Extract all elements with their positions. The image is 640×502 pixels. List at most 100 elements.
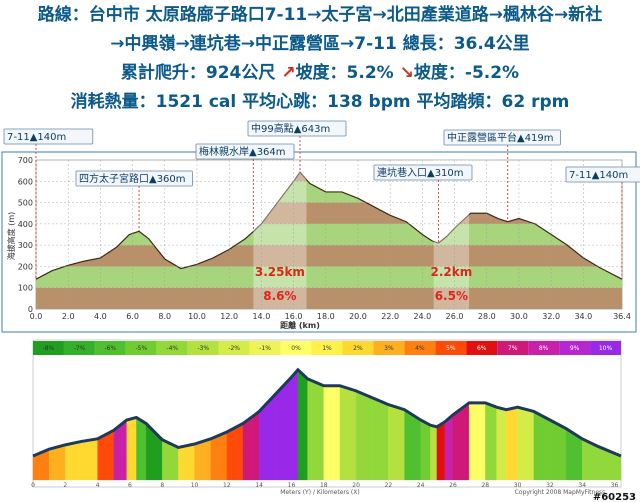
legend-label: 1%	[322, 345, 332, 352]
grade-slice	[136, 417, 147, 481]
x-axis-ticks: 0.0 2.0 4.0 6.0 8.0 10.0 12.0 14.0 16.0 18.0 20.0 2…	[30, 160, 631, 321]
x-tick-label: 16.0	[285, 312, 303, 321]
bottom-x-tick: 26	[449, 482, 457, 489]
legend-swatch	[218, 341, 250, 355]
segment-grade: 8.6%	[263, 289, 296, 303]
legend-label: -4%	[166, 345, 178, 352]
legend-swatch	[249, 341, 281, 355]
legend-label: 7%	[508, 345, 518, 352]
legend-label: -8%	[43, 345, 55, 352]
x-axis-label: 距離 (km)	[280, 320, 320, 330]
bottom-x-tick: 32	[546, 482, 554, 489]
annotation-label: 連坑巷入口▲310m	[377, 166, 464, 179]
grade-profile	[32, 367, 622, 481]
bottom-x-tick: 22	[385, 482, 393, 489]
segment-distance: 3.25km	[255, 265, 305, 279]
elevation-band	[36, 245, 622, 267]
grade-slice	[297, 369, 308, 481]
grade-slice	[307, 378, 324, 481]
legend-swatch	[187, 341, 219, 355]
annotation-label: 中99高點▲643m	[251, 122, 330, 135]
grade-slice	[65, 441, 82, 481]
bottom-x-tick: 0	[31, 482, 35, 489]
x-tick-label: 10.0	[188, 312, 206, 321]
legend-swatch	[156, 341, 188, 355]
legend-swatch	[497, 341, 529, 355]
legend-swatch	[528, 341, 560, 355]
legend-label: -3%	[197, 345, 209, 352]
up-arrow-icon: ↗	[281, 63, 296, 83]
legend-swatch	[33, 341, 64, 355]
y-axis-label: 海拔高度 (m)	[6, 212, 16, 261]
grade-slice	[178, 443, 195, 481]
route-title-2: →中興嶺→連坑巷→中正露營區→7-11 總長：36.4公里	[0, 33, 640, 55]
legend-label: 10%	[599, 345, 613, 352]
legend-label: 6%	[477, 345, 487, 352]
grade-slice	[126, 417, 137, 481]
grade-slice	[194, 438, 211, 481]
annotation-label: 7-11▲140m	[7, 132, 66, 143]
annotation-box	[565, 166, 640, 183]
bottom-x-tick: 12	[223, 482, 231, 489]
grade-slice	[430, 424, 437, 481]
grade-slice	[517, 406, 534, 481]
y-tick-label: 100	[18, 284, 33, 293]
grade-slice	[404, 409, 421, 481]
bottom-x-tick: 4	[96, 482, 100, 489]
legend-swatch	[435, 341, 467, 355]
legend-label: 2%	[353, 345, 363, 352]
waypoint-annotations: 7-11▲140m 四方太子宮路口▲360m 梅林親水岸▲364m 中99高點▲643…	[3, 120, 640, 280]
legend-label: 5%	[446, 345, 456, 352]
bottom-x-tick: 20	[352, 482, 360, 489]
segment-distance: 2.2km	[430, 265, 472, 279]
legend-label: 3%	[384, 345, 394, 352]
down-arrow-icon: ↘	[399, 63, 414, 83]
legend-swatch	[590, 341, 621, 355]
highlight-segments	[253, 160, 470, 309]
x-tick-label: 24.0	[413, 312, 431, 321]
annotation-label: 梅林親水岸▲364m	[199, 145, 286, 158]
bottom-x-ticks: 0 2 4 6 8 10 12 14 16 18 20 22 24 26 28 30 32 34 36	[31, 482, 618, 489]
legend-label: -1%	[259, 345, 271, 352]
legend-swatch	[125, 341, 157, 355]
bottom-x-tick: 8	[160, 482, 164, 489]
x-tick-label: 2.0	[62, 312, 75, 321]
climb-stats: 累計爬升：924公尺 ↗坡度：5.2% ↘坡度：-5.2%	[0, 62, 640, 84]
up-grade-label: 坡度：5.2%	[295, 63, 394, 83]
bottom-x-tick: 10	[191, 482, 199, 489]
annotation-box	[443, 129, 561, 146]
legend-swatch	[280, 341, 312, 355]
annotation-box	[373, 164, 473, 181]
x-tick-label: 8.0	[158, 312, 171, 321]
grade-slice	[506, 406, 518, 481]
climb-label: 累計爬升：924公尺	[120, 63, 276, 83]
bottom-x-tick: 24	[417, 482, 425, 489]
x-tick-label: 30.0	[510, 312, 528, 321]
annotation-box	[195, 143, 295, 160]
route-text: 路線：台中市 太原路廍子路口7-11→太子宮→北田產業道路→楓林谷→新社	[37, 5, 603, 25]
grade-slice	[355, 390, 373, 481]
x-tick-label: 14.0	[252, 312, 270, 321]
y-tick-label: 500	[18, 199, 33, 208]
x-tick-label: 22.0	[381, 312, 399, 321]
bottom-x-tick: 16	[288, 482, 296, 489]
legend-swatch	[404, 341, 436, 355]
legend-label: -6%	[105, 345, 117, 352]
bottom-x-tick: 36	[611, 482, 619, 489]
x-tick-label: 0.0	[30, 312, 43, 321]
legend-label: -2%	[228, 345, 240, 352]
y-tick-label: 600	[18, 177, 33, 186]
ride-stats: 消耗熱量：1521 cal 平均心跳：138 bpm 平均踏頻：62 rpm	[0, 91, 640, 113]
y-tick-label: 400	[18, 220, 33, 229]
x-tick-label: 34.0	[574, 312, 592, 321]
grade-slice	[436, 421, 446, 481]
grade-slice	[81, 438, 98, 481]
bottom-x-label: Meters (Y) / Kilometers (X)	[280, 489, 359, 496]
grade-slice	[469, 402, 486, 481]
grade-slice	[291, 369, 299, 481]
grade-slice	[485, 402, 497, 481]
legend-swatch	[94, 341, 126, 355]
x-tick-label: 20.0	[349, 312, 367, 321]
grade-legend: -8% -7% -6% -5% -4% -3% -2% -1% 0% 1% 2% 3% 4% 5% 6% 7%…	[33, 341, 621, 355]
